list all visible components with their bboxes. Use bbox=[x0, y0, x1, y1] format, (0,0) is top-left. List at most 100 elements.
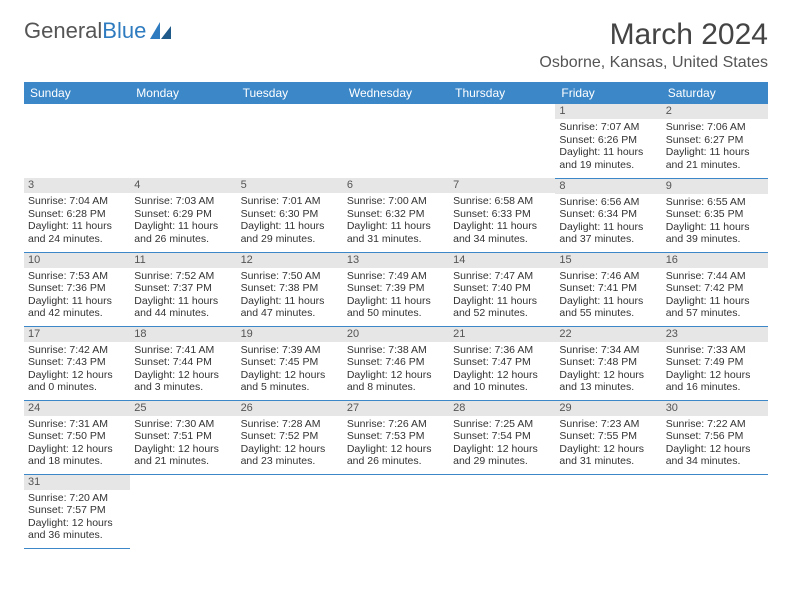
daylight-text: Daylight: 11 hours and 52 minutes. bbox=[453, 295, 551, 320]
empty-cell bbox=[237, 474, 343, 548]
sunset-text: Sunset: 7:41 PM bbox=[559, 282, 657, 295]
day-number: 19 bbox=[237, 327, 343, 342]
day-cell: 18Sunrise: 7:41 AMSunset: 7:44 PMDayligh… bbox=[130, 326, 236, 400]
day-cell: 22Sunrise: 7:34 AMSunset: 7:48 PMDayligh… bbox=[555, 326, 661, 400]
day-cell: 3Sunrise: 7:04 AMSunset: 6:28 PMDaylight… bbox=[24, 178, 130, 252]
sunset-text: Sunset: 7:42 PM bbox=[666, 282, 764, 295]
daylight-text: Daylight: 11 hours and 34 minutes. bbox=[453, 220, 551, 245]
day-content: Sunrise: 7:53 AMSunset: 7:36 PMDaylight:… bbox=[24, 268, 130, 324]
daylight-text: Daylight: 12 hours and 31 minutes. bbox=[559, 443, 657, 468]
sunrise-text: Sunrise: 7:26 AM bbox=[347, 418, 445, 431]
daylight-text: Daylight: 11 hours and 37 minutes. bbox=[559, 221, 657, 246]
sunset-text: Sunset: 7:54 PM bbox=[453, 430, 551, 443]
daylight-text: Daylight: 12 hours and 0 minutes. bbox=[28, 369, 126, 394]
sunrise-text: Sunrise: 7:28 AM bbox=[241, 418, 339, 431]
sunset-text: Sunset: 7:55 PM bbox=[559, 430, 657, 443]
empty-cell bbox=[130, 104, 236, 178]
sunset-text: Sunset: 7:45 PM bbox=[241, 356, 339, 369]
sunrise-text: Sunrise: 7:30 AM bbox=[134, 418, 232, 431]
calendar-header-row: SundayMondayTuesdayWednesdayThursdayFrid… bbox=[24, 82, 768, 104]
day-content: Sunrise: 7:30 AMSunset: 7:51 PMDaylight:… bbox=[130, 416, 236, 472]
sunset-text: Sunset: 7:49 PM bbox=[666, 356, 764, 369]
sunrise-text: Sunrise: 7:36 AM bbox=[453, 344, 551, 357]
sunset-text: Sunset: 7:36 PM bbox=[28, 282, 126, 295]
day-cell: 10Sunrise: 7:53 AMSunset: 7:36 PMDayligh… bbox=[24, 252, 130, 326]
calendar-body: 1Sunrise: 7:07 AMSunset: 6:26 PMDaylight… bbox=[24, 104, 768, 548]
sunrise-text: Sunrise: 7:46 AM bbox=[559, 270, 657, 283]
sunrise-text: Sunrise: 7:07 AM bbox=[559, 121, 657, 134]
sunrise-text: Sunrise: 6:56 AM bbox=[559, 196, 657, 209]
daylight-text: Daylight: 11 hours and 19 minutes. bbox=[559, 146, 657, 171]
sunset-text: Sunset: 6:32 PM bbox=[347, 208, 445, 221]
empty-cell bbox=[449, 474, 555, 548]
sunrise-text: Sunrise: 7:52 AM bbox=[134, 270, 232, 283]
sunset-text: Sunset: 7:48 PM bbox=[559, 356, 657, 369]
daylight-text: Daylight: 11 hours and 24 minutes. bbox=[28, 220, 126, 245]
daylight-text: Daylight: 12 hours and 10 minutes. bbox=[453, 369, 551, 394]
sunrise-text: Sunrise: 7:01 AM bbox=[241, 195, 339, 208]
day-number: 17 bbox=[24, 327, 130, 342]
sunrise-text: Sunrise: 7:44 AM bbox=[666, 270, 764, 283]
day-cell: 15Sunrise: 7:46 AMSunset: 7:41 PMDayligh… bbox=[555, 252, 661, 326]
sunset-text: Sunset: 6:33 PM bbox=[453, 208, 551, 221]
day-header: Sunday bbox=[24, 82, 130, 104]
day-cell: 20Sunrise: 7:38 AMSunset: 7:46 PMDayligh… bbox=[343, 326, 449, 400]
day-content: Sunrise: 7:33 AMSunset: 7:49 PMDaylight:… bbox=[662, 342, 768, 398]
sunrise-text: Sunrise: 7:49 AM bbox=[347, 270, 445, 283]
day-content: Sunrise: 7:44 AMSunset: 7:42 PMDaylight:… bbox=[662, 268, 768, 324]
day-content: Sunrise: 7:42 AMSunset: 7:43 PMDaylight:… bbox=[24, 342, 130, 398]
day-content: Sunrise: 7:46 AMSunset: 7:41 PMDaylight:… bbox=[555, 268, 661, 324]
day-cell: 16Sunrise: 7:44 AMSunset: 7:42 PMDayligh… bbox=[662, 252, 768, 326]
sunrise-text: Sunrise: 6:55 AM bbox=[666, 196, 764, 209]
sunrise-text: Sunrise: 7:25 AM bbox=[453, 418, 551, 431]
title-block: March 2024 Osborne, Kansas, United State… bbox=[539, 18, 768, 72]
sunset-text: Sunset: 7:50 PM bbox=[28, 430, 126, 443]
day-cell: 27Sunrise: 7:26 AMSunset: 7:53 PMDayligh… bbox=[343, 400, 449, 474]
day-header: Wednesday bbox=[343, 82, 449, 104]
day-cell: 30Sunrise: 7:22 AMSunset: 7:56 PMDayligh… bbox=[662, 400, 768, 474]
day-header: Saturday bbox=[662, 82, 768, 104]
daylight-text: Daylight: 11 hours and 26 minutes. bbox=[134, 220, 232, 245]
day-header: Thursday bbox=[449, 82, 555, 104]
sunrise-text: Sunrise: 7:22 AM bbox=[666, 418, 764, 431]
day-number: 18 bbox=[130, 327, 236, 342]
sunrise-text: Sunrise: 7:38 AM bbox=[347, 344, 445, 357]
sunset-text: Sunset: 6:34 PM bbox=[559, 208, 657, 221]
sunset-text: Sunset: 7:51 PM bbox=[134, 430, 232, 443]
daylight-text: Daylight: 12 hours and 3 minutes. bbox=[134, 369, 232, 394]
daylight-text: Daylight: 12 hours and 34 minutes. bbox=[666, 443, 764, 468]
day-content: Sunrise: 7:07 AMSunset: 6:26 PMDaylight:… bbox=[555, 119, 661, 175]
day-number: 30 bbox=[662, 401, 768, 416]
daylight-text: Daylight: 12 hours and 36 minutes. bbox=[28, 517, 126, 542]
sunset-text: Sunset: 7:52 PM bbox=[241, 430, 339, 443]
daylight-text: Daylight: 11 hours and 42 minutes. bbox=[28, 295, 126, 320]
day-number: 26 bbox=[237, 401, 343, 416]
sunrise-text: Sunrise: 7:03 AM bbox=[134, 195, 232, 208]
day-number: 15 bbox=[555, 253, 661, 268]
daylight-text: Daylight: 11 hours and 39 minutes. bbox=[666, 221, 764, 246]
sunset-text: Sunset: 7:43 PM bbox=[28, 356, 126, 369]
day-content: Sunrise: 7:34 AMSunset: 7:48 PMDaylight:… bbox=[555, 342, 661, 398]
day-cell: 9Sunrise: 6:55 AMSunset: 6:35 PMDaylight… bbox=[662, 178, 768, 252]
day-cell: 7Sunrise: 6:58 AMSunset: 6:33 PMDaylight… bbox=[449, 178, 555, 252]
sunset-text: Sunset: 6:28 PM bbox=[28, 208, 126, 221]
day-content: Sunrise: 6:56 AMSunset: 6:34 PMDaylight:… bbox=[555, 194, 661, 250]
logo-text-b: Blue bbox=[102, 18, 146, 44]
day-content: Sunrise: 7:22 AMSunset: 7:56 PMDaylight:… bbox=[662, 416, 768, 472]
sunrise-text: Sunrise: 7:00 AM bbox=[347, 195, 445, 208]
day-number: 25 bbox=[130, 401, 236, 416]
sunset-text: Sunset: 7:44 PM bbox=[134, 356, 232, 369]
day-content: Sunrise: 7:39 AMSunset: 7:45 PMDaylight:… bbox=[237, 342, 343, 398]
day-cell: 11Sunrise: 7:52 AMSunset: 7:37 PMDayligh… bbox=[130, 252, 236, 326]
sunset-text: Sunset: 7:57 PM bbox=[28, 504, 126, 517]
sunrise-text: Sunrise: 7:53 AM bbox=[28, 270, 126, 283]
day-number: 31 bbox=[24, 475, 130, 490]
day-number: 12 bbox=[237, 253, 343, 268]
daylight-text: Daylight: 11 hours and 50 minutes. bbox=[347, 295, 445, 320]
day-number: 29 bbox=[555, 401, 661, 416]
day-cell: 5Sunrise: 7:01 AMSunset: 6:30 PMDaylight… bbox=[237, 178, 343, 252]
sunrise-text: Sunrise: 7:39 AM bbox=[241, 344, 339, 357]
day-content: Sunrise: 7:04 AMSunset: 6:28 PMDaylight:… bbox=[24, 193, 130, 249]
day-number: 4 bbox=[130, 178, 236, 193]
day-cell: 31Sunrise: 7:20 AMSunset: 7:57 PMDayligh… bbox=[24, 474, 130, 548]
